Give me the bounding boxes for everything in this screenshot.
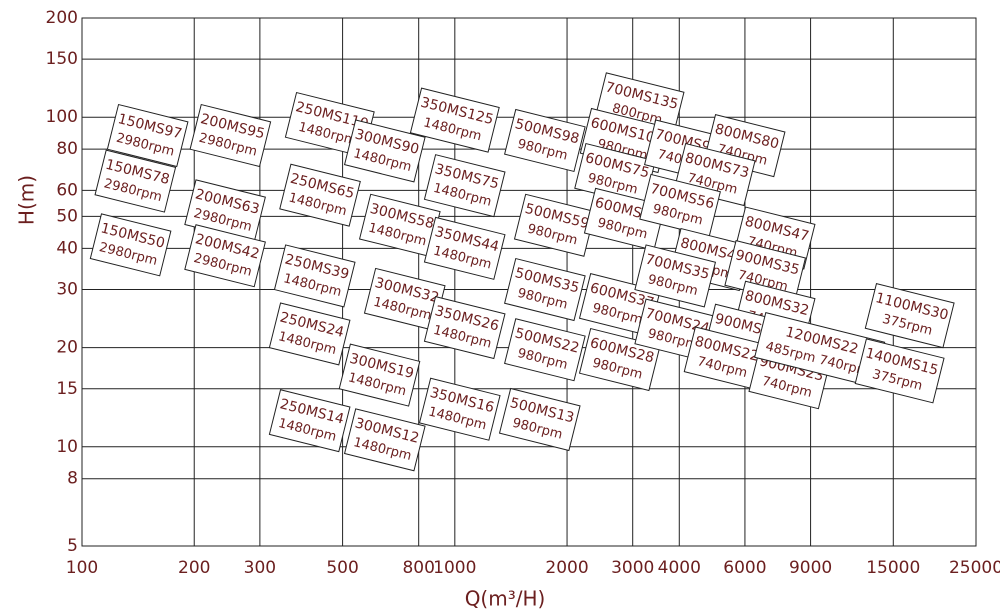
x-tick-label: 6000 xyxy=(723,558,766,578)
x-tick-label: 100 xyxy=(66,558,98,578)
region-box xyxy=(279,163,361,227)
y-tick-label: 60 xyxy=(56,180,78,200)
y-tick-label: 150 xyxy=(46,49,78,69)
region-box xyxy=(504,318,586,382)
region-box xyxy=(639,173,721,237)
region-box xyxy=(864,283,955,349)
y-tick-label: 5 xyxy=(67,536,78,556)
x-tick-label: 800 xyxy=(402,558,434,578)
region-box xyxy=(498,387,581,452)
region-box xyxy=(409,87,500,153)
region-box xyxy=(854,338,945,404)
region-box xyxy=(343,119,426,183)
region-box xyxy=(268,302,351,366)
x-tick-label: 200 xyxy=(178,558,210,578)
region-box xyxy=(268,389,351,453)
region-box xyxy=(423,154,506,218)
y-tick-label: 200 xyxy=(46,8,78,28)
region-box xyxy=(634,244,717,308)
x-tick-label: 9000 xyxy=(789,558,832,578)
region-box xyxy=(189,103,272,168)
region-box xyxy=(106,103,189,168)
region-box xyxy=(418,377,501,441)
y-tick-label: 100 xyxy=(46,107,78,127)
region-box xyxy=(338,343,421,407)
y-tick-label: 40 xyxy=(56,238,78,258)
y-tick-label: 30 xyxy=(56,280,78,300)
region-box xyxy=(504,108,586,173)
region-box xyxy=(94,149,177,213)
region-box xyxy=(423,216,506,280)
x-tick-label: 3000 xyxy=(611,558,654,578)
x-tick-label: 1000 xyxy=(433,558,476,578)
region-box xyxy=(343,408,426,472)
region-box xyxy=(273,244,356,308)
y-tick-label: 15 xyxy=(56,379,78,399)
x-axis-label: Q(m³/H) xyxy=(465,587,546,611)
x-tick-label: 15000 xyxy=(866,558,920,578)
x-tick-label: 25000 xyxy=(949,558,1000,578)
y-tick-label: 8 xyxy=(67,469,78,489)
y-tick-label: 50 xyxy=(56,206,78,226)
y-tick-label: 20 xyxy=(56,338,78,358)
region-box xyxy=(504,257,586,322)
region-box xyxy=(89,213,172,277)
y-tick-label: 80 xyxy=(56,139,78,159)
y-tick-label: 10 xyxy=(56,437,78,457)
region-box xyxy=(423,295,506,360)
x-tick-label: 500 xyxy=(326,558,358,578)
x-tick-label: 2000 xyxy=(545,558,588,578)
y-axis-label: H(m) xyxy=(15,175,39,225)
region-box xyxy=(184,224,266,288)
x-tick-label: 300 xyxy=(244,558,276,578)
x-tick-label: 4000 xyxy=(658,558,701,578)
